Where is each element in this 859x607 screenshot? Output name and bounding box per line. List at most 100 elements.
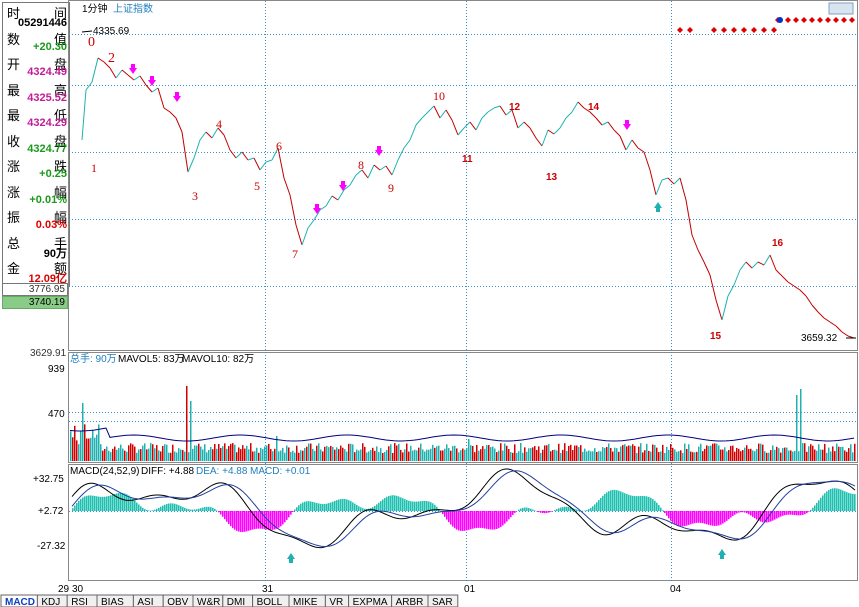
signal-diamond-icon — [771, 27, 777, 33]
macd-bar — [220, 511, 222, 515]
toolbar-icon[interactable] — [828, 2, 854, 15]
tab-sar[interactable]: SAR — [427, 594, 459, 607]
tab-kdj[interactable]: KDJ — [36, 594, 68, 607]
macd-bar — [82, 497, 84, 511]
tab-vr[interactable]: VR — [324, 594, 350, 607]
tab-label[interactable]: W&R — [197, 597, 220, 607]
price-segment — [475, 117, 483, 131]
tab-mike[interactable]: MIKE — [288, 594, 326, 607]
volume-bar — [160, 451, 162, 461]
tab-label[interactable]: BOLL — [257, 597, 283, 607]
tab-wr[interactable]: W&R — [192, 594, 224, 607]
volume-bar — [732, 445, 734, 461]
macd-bar — [304, 501, 306, 511]
price-segment — [571, 101, 579, 113]
tab-expma[interactable]: EXPMA — [348, 594, 393, 607]
volume-bar — [646, 443, 648, 461]
signal-dot-icon — [777, 17, 783, 23]
tab-asi[interactable]: ASI — [132, 594, 164, 607]
up-arrow-icon — [654, 202, 662, 212]
tab-dmi[interactable]: DMI — [222, 594, 254, 607]
macd-bar — [386, 496, 388, 511]
volume-bar — [322, 451, 324, 461]
macd-bar — [550, 511, 552, 512]
price-segment — [127, 74, 135, 81]
tab-arbr[interactable]: ARBR — [391, 594, 429, 607]
tab-label[interactable]: MIKE — [293, 597, 318, 607]
tab-boll[interactable]: BOLL — [252, 594, 290, 607]
volume-bar — [198, 443, 200, 461]
tab-label[interactable]: BIAS — [101, 597, 124, 607]
macd-bar — [564, 506, 566, 511]
volume-bar — [256, 447, 258, 461]
volume-bar — [306, 446, 308, 461]
signal-diamond-icon — [711, 27, 717, 33]
price-segment — [361, 169, 369, 179]
volume-bar — [650, 451, 652, 461]
tab-obv[interactable]: OBV — [162, 594, 194, 607]
macd-bar — [662, 510, 664, 511]
macd-bar — [776, 511, 778, 519]
volume-bar — [414, 449, 416, 461]
volume-bar — [236, 452, 238, 461]
macd-bar — [388, 495, 390, 511]
volume-bar — [734, 451, 736, 461]
down-arrow-icon — [313, 204, 321, 214]
macd-bar — [200, 508, 202, 511]
tab-label[interactable]: OBV — [167, 597, 188, 607]
period-label[interactable]: 1分钟 — [82, 2, 108, 15]
price-segment — [565, 111, 573, 119]
info-label: 跌 — [53, 159, 67, 174]
tab-bg[interactable] — [427, 594, 459, 607]
down-arrow-icon — [623, 120, 631, 130]
macd-bar — [608, 491, 610, 511]
macd-bar — [832, 488, 834, 511]
tab-label[interactable]: RSI — [71, 597, 88, 607]
macd-bar — [636, 496, 638, 511]
macd-bar — [222, 511, 224, 517]
tab-label[interactable]: KDJ — [41, 597, 60, 607]
volume-bar — [724, 447, 726, 461]
macd-bar — [738, 511, 740, 513]
macd-bar — [818, 500, 820, 511]
macd-bar — [404, 499, 406, 511]
macd-bar — [114, 493, 116, 511]
volume-bar — [466, 448, 468, 461]
macd-bar — [744, 511, 746, 513]
tab-label[interactable]: MACD — [5, 597, 35, 607]
macd-bar — [646, 496, 648, 511]
macd-bar — [434, 504, 436, 511]
macd-bar — [684, 511, 686, 527]
macd-bar — [828, 490, 830, 511]
tab-label[interactable]: ARBR — [396, 597, 424, 607]
volume-bar — [370, 449, 372, 461]
macd-bar — [406, 500, 408, 511]
tab-label[interactable]: ASI — [137, 597, 153, 607]
volume-bar — [524, 447, 526, 461]
info-value: +20.30 — [33, 40, 67, 53]
volume-bar — [124, 450, 126, 461]
tab-label[interactable]: SAR — [432, 597, 453, 607]
tab-bias[interactable]: BIAS — [96, 594, 134, 607]
volume-bar — [578, 447, 580, 461]
volume-bar — [700, 443, 702, 461]
dea-line — [71, 470, 856, 548]
macd-bar — [674, 511, 676, 525]
tab-macd[interactable]: MACD — [0, 594, 38, 607]
macd-bar — [364, 508, 366, 511]
volume-bar — [290, 451, 292, 461]
volume-bar — [712, 443, 714, 461]
tab-rsi[interactable]: RSI — [66, 594, 98, 607]
tab-label[interactable]: VR — [329, 597, 343, 607]
price-segment — [643, 151, 651, 171]
macd-bar — [800, 511, 802, 516]
price-line — [81, 57, 855, 339]
macd-bar — [570, 507, 572, 511]
volume-bar — [150, 443, 152, 461]
tab-label[interactable]: EXPMA — [353, 597, 388, 607]
price-segment — [205, 131, 213, 139]
macd-bar — [218, 511, 220, 513]
tab-label[interactable]: DMI — [227, 597, 245, 607]
macd-bar — [496, 511, 498, 529]
